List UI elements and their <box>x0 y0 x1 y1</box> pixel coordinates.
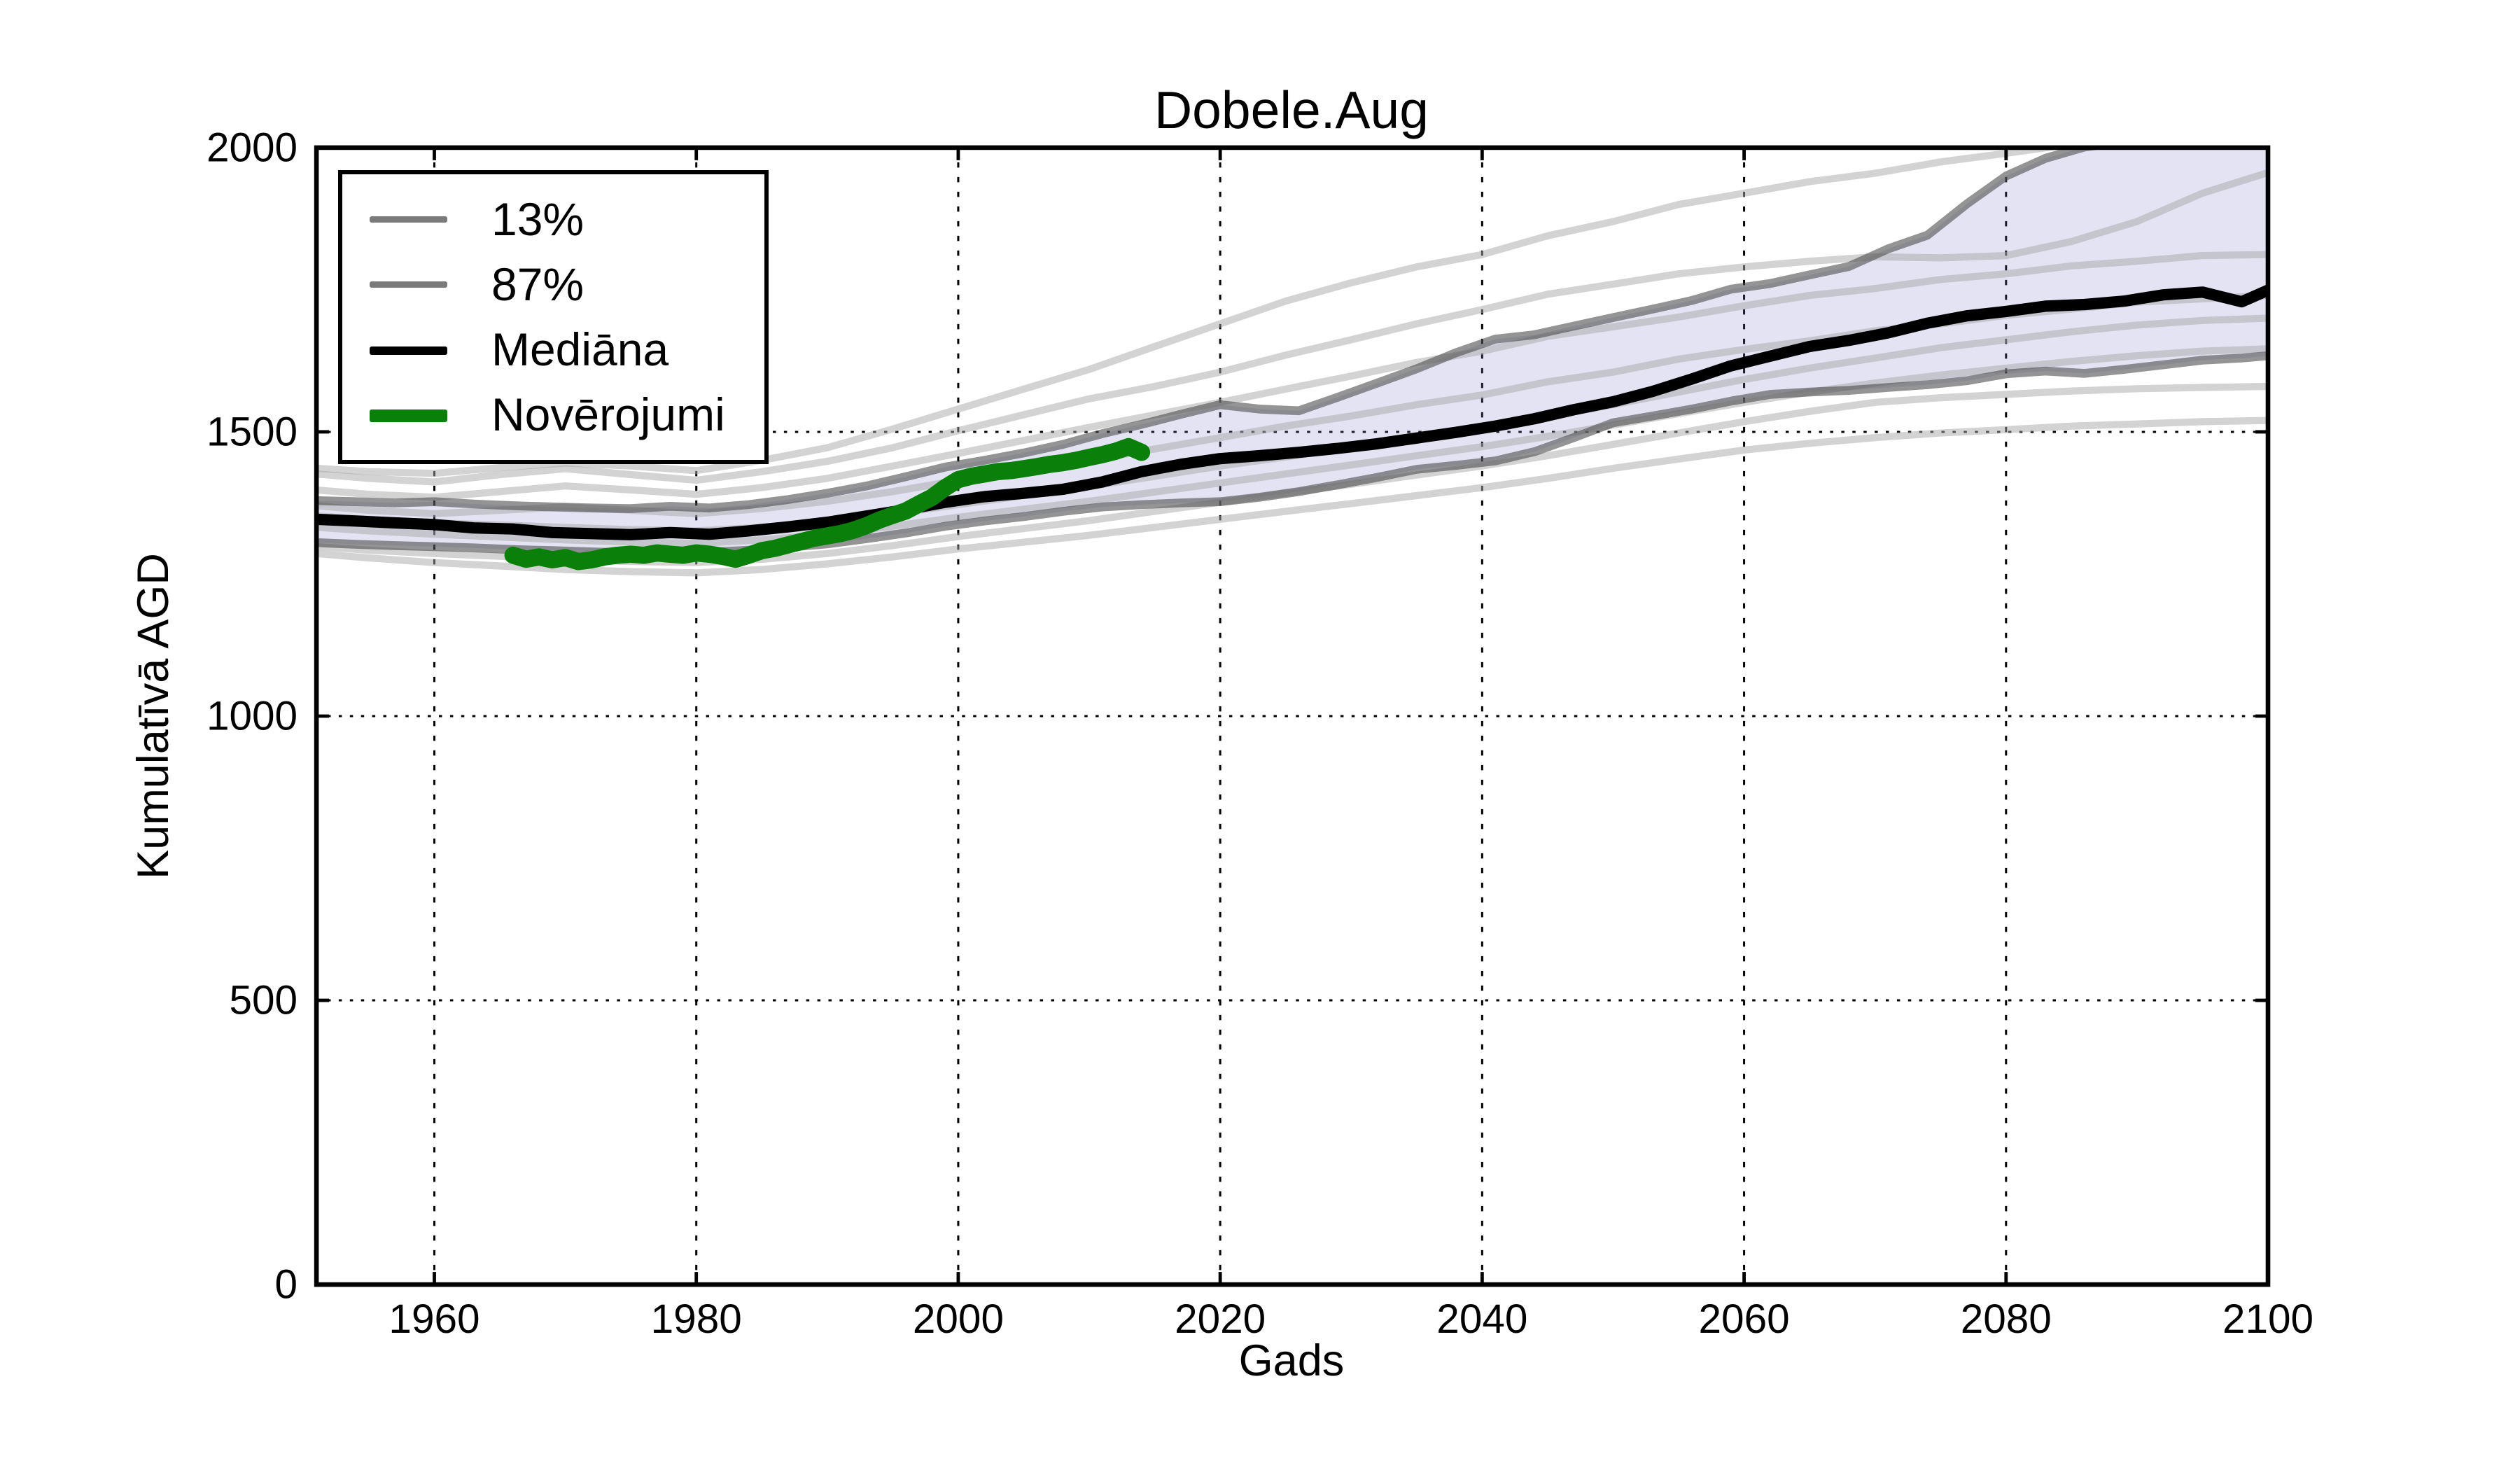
y-axis-label-text: Kumulatīvā AGD <box>130 553 178 879</box>
observations-line <box>504 438 1151 570</box>
tick-marks <box>316 146 2270 1287</box>
legend-swatch-13pct-line <box>370 216 447 223</box>
x-tick-label-2060: 2060 <box>1699 1296 1790 1342</box>
x-tick-label-2040: 2040 <box>1436 1296 1527 1342</box>
median-line <box>316 284 2268 540</box>
x-tick-label-2100: 2100 <box>2222 1296 2314 1342</box>
data-series <box>316 147 2268 577</box>
legend-item-13pct: 13% <box>342 188 764 251</box>
percentile-87-line <box>316 147 2115 513</box>
x-tick-label-1960: 1960 <box>388 1296 479 1342</box>
y-tick-label-1500: 1500 <box>206 409 298 454</box>
x-tick-label-2000: 2000 <box>913 1296 1004 1342</box>
legend-item-mediana: Mediāna <box>342 318 764 382</box>
ensemble-member-line-1 <box>316 147 2073 477</box>
ensemble-member-line-6 <box>316 345 2268 547</box>
y-tick-label-1000: 1000 <box>206 694 298 739</box>
ensemble-member-line-3 <box>316 251 2268 501</box>
x-tick-label-1980: 1980 <box>651 1296 742 1342</box>
legend-label-mediana: Mediāna <box>491 322 669 375</box>
chart-title: Dobele.Aug <box>1154 82 1429 141</box>
ensemble-member-line-2 <box>316 169 2268 486</box>
legend-box: 13% 87% Mediāna Novērojumi <box>338 170 769 464</box>
x-axis-label: Gads <box>1238 1338 1345 1386</box>
x-tick-label-2080: 2080 <box>1961 1296 2052 1342</box>
y-tick-label-0: 0 <box>275 1262 298 1308</box>
y-tick-label-2000: 2000 <box>206 125 298 170</box>
ensemble-member-line-8 <box>316 416 2268 577</box>
legend-item-noverojumi: Novērojumi <box>342 384 764 447</box>
legend-label-87pct: 87% <box>491 257 584 310</box>
legend-swatch-mediana-line <box>370 345 447 354</box>
legend-label-13pct: 13% <box>491 192 584 245</box>
x-tick-label-2020: 2020 <box>1175 1296 1266 1342</box>
legend-swatch-87pct-line <box>370 281 447 288</box>
y-tick-label-500: 500 <box>229 978 298 1023</box>
tick-labels: 1960 1980 2000 2020 2040 2060 2080 2100 0 500 1000… <box>206 125 2314 1342</box>
legend-label-noverojumi: Novērojumi <box>491 387 725 440</box>
legend-item-87pct: 87% <box>342 253 764 316</box>
legend-swatch-noverojumi-line <box>370 408 447 421</box>
